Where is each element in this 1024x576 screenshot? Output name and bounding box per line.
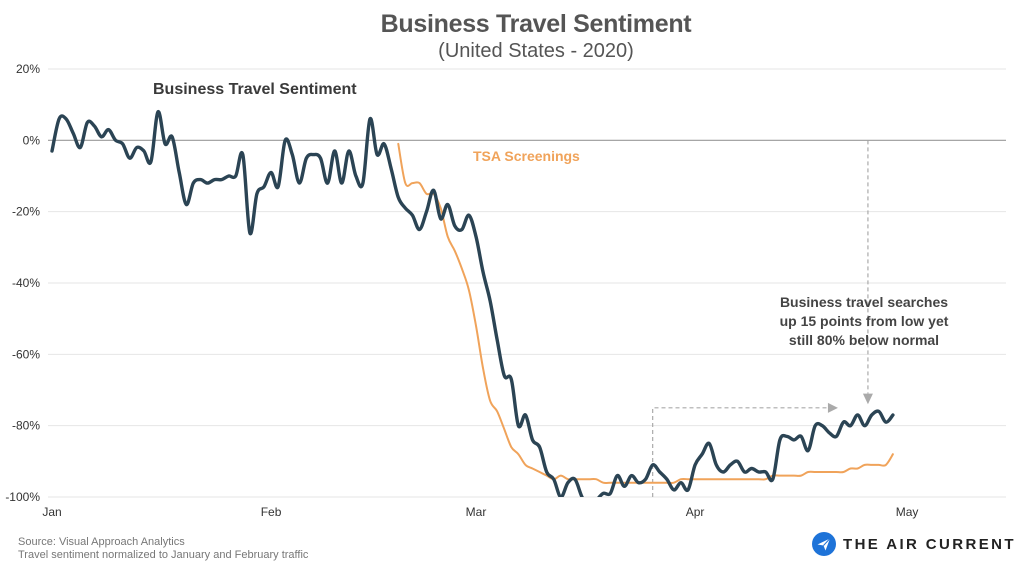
x-tick-label: Feb: [261, 505, 282, 519]
y-tick-label: -40%: [12, 276, 40, 290]
source-note: Source: Visual Approach Analytics: [18, 536, 185, 548]
recovery-annotation: Business travel searches up 15 points fr…: [754, 293, 974, 350]
y-tick-label: 0%: [23, 133, 41, 147]
x-tick-label: May: [896, 505, 919, 519]
y-tick-label: -20%: [12, 205, 40, 219]
air-current-logo: THE AIR CURRENT: [812, 532, 1016, 556]
chart-title: Business Travel Sentiment: [380, 10, 692, 38]
x-tick-label: Jan: [42, 505, 61, 519]
y-tick-label: -100%: [5, 490, 40, 504]
y-tick-label: 20%: [16, 62, 40, 76]
chart-subtitle: (United States - 2020): [438, 40, 634, 62]
normalization-note: Travel sentiment normalized to January a…: [18, 549, 309, 561]
paper-plane-icon: [812, 532, 836, 556]
annotation-line-1: Business travel searches: [779, 294, 949, 310]
y-tick-label: -80%: [12, 419, 40, 433]
tsa-series-line: [397, 142, 894, 484]
vertical-arrowhead: [862, 393, 873, 405]
y-tick-label: -60%: [12, 347, 40, 361]
annotation-line-2: up 15 points from low yet: [779, 313, 949, 329]
logo-text: THE AIR CURRENT: [843, 535, 1016, 553]
x-tick-label: Mar: [466, 505, 487, 519]
annotation-line-3: still 80% below normal: [788, 332, 940, 348]
sentiment-series-line: [50, 110, 895, 497]
horizontal-arrowhead: [827, 402, 838, 413]
sentiment-series-label: Business Travel Sentiment: [153, 81, 357, 98]
x-tick-label: Apr: [686, 505, 705, 519]
tsa-series-label: TSA Screenings: [473, 148, 580, 164]
